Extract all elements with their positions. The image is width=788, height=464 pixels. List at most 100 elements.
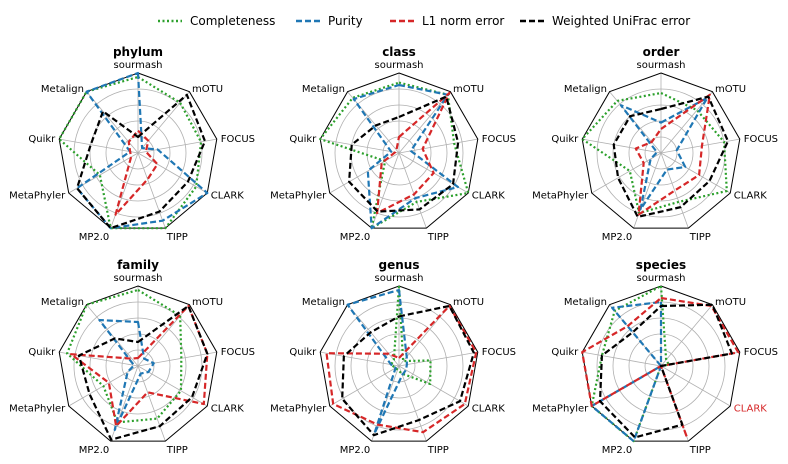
axis-label-quikr: Quikr xyxy=(289,134,317,145)
axis-label-mp2-0: MP2.0 xyxy=(602,445,633,456)
series-completeness-family xyxy=(65,288,183,424)
grid-spoke xyxy=(137,351,217,367)
radar-frame xyxy=(319,72,479,229)
series-weighted-unifrac-error-order xyxy=(612,95,730,218)
series-weighted-unifrac-error-family xyxy=(77,304,209,441)
axis-label-motu: mOTU xyxy=(715,84,746,95)
axis-label-tipp: TIPP xyxy=(166,232,188,243)
series-l1-norm-error-order xyxy=(634,93,711,216)
grid-spoke xyxy=(347,304,400,367)
axis-label-motu: mOTU xyxy=(192,84,223,95)
grid-spoke xyxy=(398,365,469,407)
legend-item-purity: Purity xyxy=(296,14,363,28)
axis-label-metalign: Metalign xyxy=(302,297,345,308)
grid-spoke xyxy=(660,138,740,154)
grid-spoke xyxy=(59,138,139,154)
grid-spoke xyxy=(137,304,190,367)
grid-spoke xyxy=(660,365,731,407)
axis-label-tipp: TIPP xyxy=(427,445,449,456)
axis-label-focus: FOCUS xyxy=(482,134,516,145)
axis-label-clark: CLARK xyxy=(472,404,506,415)
series-completeness-phylum xyxy=(58,75,203,230)
axis-label-mp2-0: MP2.0 xyxy=(79,445,110,456)
axis-label-tipp: TIPP xyxy=(166,445,188,456)
axis-label-sourmash: sourmash xyxy=(374,273,423,284)
grid-spoke xyxy=(320,351,400,367)
grid-spoke xyxy=(371,152,400,229)
series-l1-norm-error-phylum xyxy=(114,129,159,216)
grid-spoke xyxy=(137,152,166,229)
axis-label-focus: FOCUS xyxy=(744,347,778,358)
radar-frame xyxy=(319,285,479,442)
series-weighted-unifrac-error-class xyxy=(348,95,460,213)
axis-label-focus: FOCUS xyxy=(482,347,516,358)
radar-panel-phylum: sourmash mOTU FOCUS CLARK TIPP MP2.0 MetaPhyle… xyxy=(9,45,255,243)
axis-label-metalign: Metalign xyxy=(41,297,84,308)
axis-label-tipp: TIPP xyxy=(689,232,711,243)
axis-label-sourmash: sourmash xyxy=(113,60,162,71)
radar-panel-order: sourmash mOTU FOCUS CLARK TIPP MP2.0 MetaPhyle… xyxy=(532,45,778,243)
panel-title-family: family xyxy=(117,258,159,272)
radar-panel-class: sourmash mOTU FOCUS CLARK TIPP MP2.0 MetaPhyle… xyxy=(270,45,516,243)
grid-spoke xyxy=(137,365,208,407)
axis-label-clark: CLARK xyxy=(211,191,245,202)
grid-spoke xyxy=(582,351,662,367)
axis-label-sourmash: sourmash xyxy=(636,60,685,71)
grid-spoke xyxy=(660,304,713,367)
radar-frame xyxy=(581,285,741,442)
grid-spoke xyxy=(329,365,400,407)
axis-label-quikr: Quikr xyxy=(551,134,579,145)
axis-label-clark: CLARK xyxy=(472,191,506,202)
axis-label-metaphyler: MetaPhyler xyxy=(532,191,589,202)
grid-spoke xyxy=(320,138,400,154)
panel-title-phylum: phylum xyxy=(113,45,163,59)
series-l1-norm-error-family xyxy=(69,304,209,428)
axis-label-mp2-0: MP2.0 xyxy=(602,232,633,243)
axis-label-metaphyler: MetaPhyler xyxy=(532,404,589,415)
axis-label-metaphyler: MetaPhyler xyxy=(9,191,66,202)
panel-title-genus: genus xyxy=(379,258,420,272)
series-l1-norm-error-genus xyxy=(325,304,478,434)
axis-label-quikr: Quikr xyxy=(551,347,579,358)
axis-label-quikr: Quikr xyxy=(28,347,56,358)
series-purity-class xyxy=(352,83,459,230)
axis-label-focus: FOCUS xyxy=(221,134,255,145)
axis-label-clark: CLARK xyxy=(734,191,768,202)
axis-label-metalign: Metalign xyxy=(564,84,607,95)
axis-label-focus: FOCUS xyxy=(744,134,778,145)
grid-spoke xyxy=(137,152,208,194)
axis-label-motu: mOTU xyxy=(453,84,484,95)
grid-spoke xyxy=(660,152,731,194)
series-weighted-unifrac-error-phylum xyxy=(75,93,207,230)
grid-spoke xyxy=(86,304,139,367)
legend-label-l1-norm-error: L1 norm error xyxy=(422,14,504,28)
axis-label-tipp: TIPP xyxy=(689,445,711,456)
axis-label-metalign: Metalign xyxy=(41,84,84,95)
axis-label-tipp: TIPP xyxy=(427,232,449,243)
legend-label-completeness: Completeness xyxy=(190,14,275,28)
series-completeness-order xyxy=(581,91,728,215)
axis-label-clark: CLARK xyxy=(734,404,768,415)
series-completeness-class xyxy=(319,81,470,230)
series-purity-order xyxy=(619,96,709,211)
axis-label-motu: mOTU xyxy=(715,297,746,308)
legend-item-l1-norm-error: L1 norm error xyxy=(390,14,504,28)
grid-spoke xyxy=(398,351,478,367)
series-completeness-genus xyxy=(390,284,432,386)
radar-panel-species: sourmash mOTU FOCUS CLARK TIPP MP2.0 MetaPhyle… xyxy=(532,258,778,456)
grid-spoke xyxy=(86,91,139,154)
axis-label-mp2-0: MP2.0 xyxy=(79,232,110,243)
axis-label-quikr: Quikr xyxy=(28,134,56,145)
radar-frame xyxy=(58,285,218,442)
axis-label-motu: mOTU xyxy=(192,297,223,308)
grid-spoke xyxy=(137,91,190,154)
panel-title-class: class xyxy=(382,45,416,59)
axis-label-sourmash: sourmash xyxy=(113,273,162,284)
axis-label-clark: CLARK xyxy=(211,404,245,415)
legend-label-purity: Purity xyxy=(328,14,363,28)
axis-label-mp2-0: MP2.0 xyxy=(340,232,371,243)
series-purity-phylum xyxy=(75,71,209,230)
grid-spoke xyxy=(582,138,662,154)
grid-spoke xyxy=(398,152,427,229)
